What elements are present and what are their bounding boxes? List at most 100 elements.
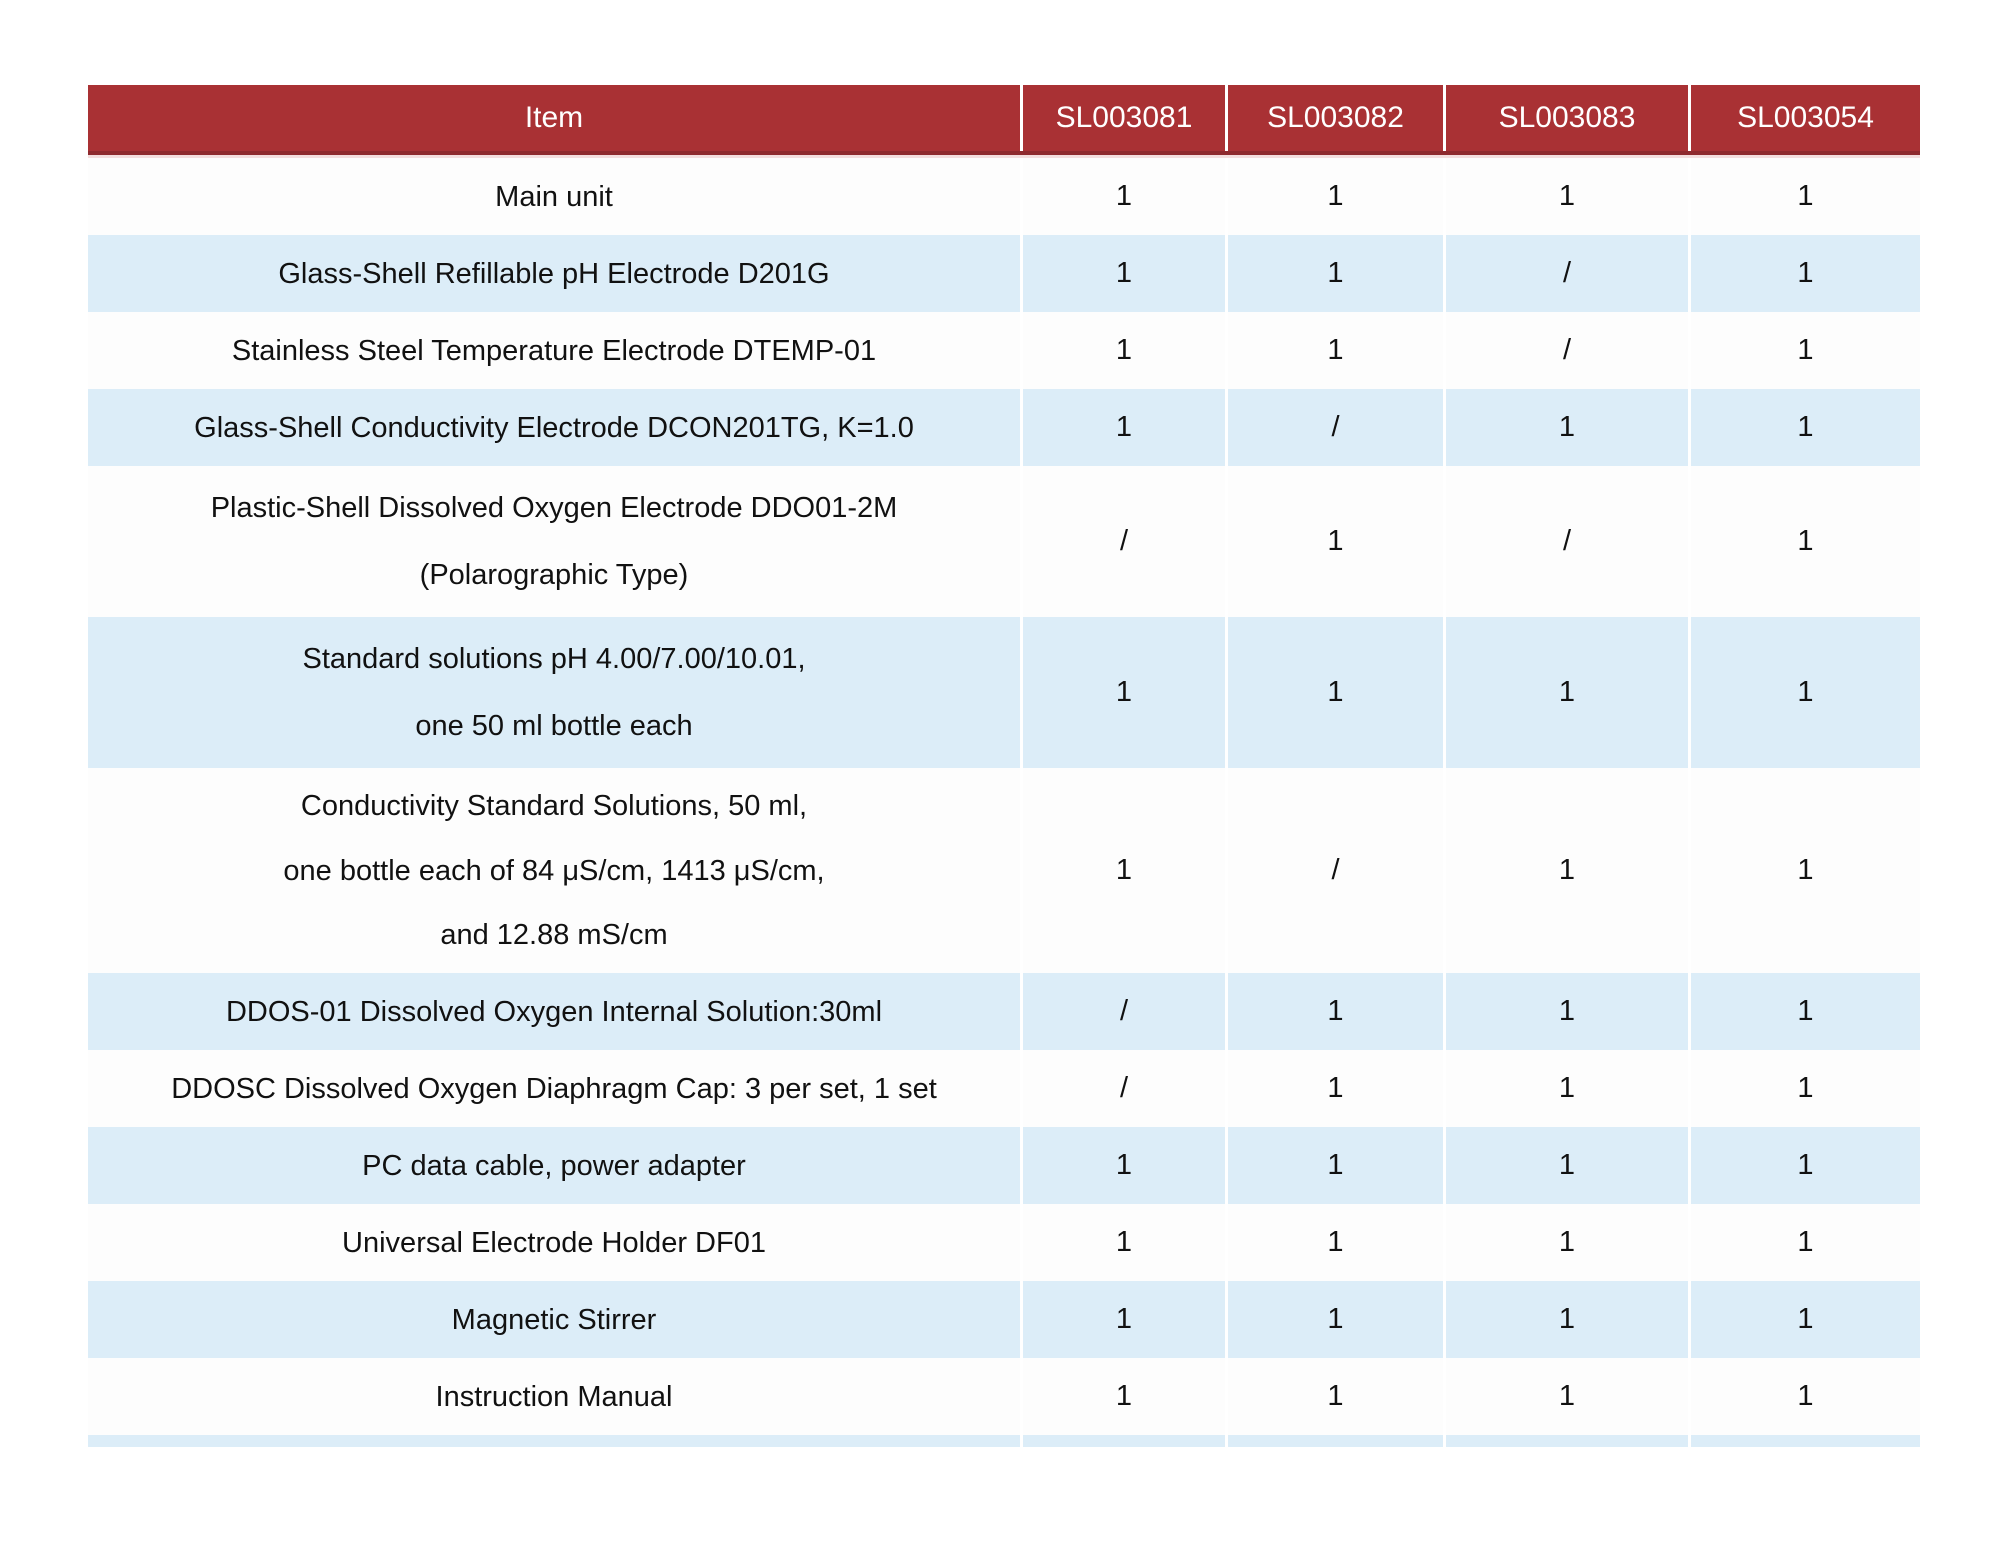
item-cell: Glass-Shell Conductivity Electrode DCON2… (88, 389, 1020, 466)
item-label-line: one bottle each of 84 μS/cm, 1413 μS/cm, (283, 854, 825, 887)
item-cell: Magnetic Stirrer (88, 1281, 1020, 1358)
quantity-cell: 1 (1443, 1281, 1688, 1358)
quantity-cell: 1 (1225, 158, 1443, 235)
item-label-line: Glass-Shell Conductivity Electrode DCON2… (194, 411, 914, 444)
product-spec-table: Item SL003081 SL003082 SL003083 SL003054… (88, 85, 1920, 1447)
quantity-cell: / (1020, 973, 1225, 1050)
item-label-line: one 50 ml bottle each (415, 710, 693, 743)
quantity-cell: 1 (1688, 1050, 1920, 1127)
item-cell: Instruction Manual (88, 1358, 1020, 1435)
quantity-cell: / (1225, 389, 1443, 466)
item-label-line: Main unit (495, 180, 613, 213)
table-row: Standard solutions pH 4.00/7.00/10.01, on… (88, 617, 1920, 768)
quantity-cell: 1 (1020, 389, 1225, 466)
item-label-line: DDOSC Dissolved Oxygen Diaphragm Cap: 3 … (171, 1072, 937, 1105)
quantity-cell (1443, 1435, 1688, 1447)
quantity-cell: 1 (1688, 1204, 1920, 1281)
quantity-cell: 1 (1225, 1281, 1443, 1358)
quantity-cell: 1 (1443, 768, 1688, 973)
quantity-cell: 1 (1225, 617, 1443, 768)
table-row: Stainless Steel Temperature Electrode DT… (88, 312, 1920, 389)
quantity-cell: / (1020, 466, 1225, 617)
item-cell: DDOS-01 Dissolved Oxygen Internal Soluti… (88, 973, 1020, 1050)
quantity-cell (1688, 1435, 1920, 1447)
quantity-cell: 1 (1225, 466, 1443, 617)
item-cell: Standard solutions pH 4.00/7.00/10.01, on… (88, 617, 1020, 768)
item-label-line: Stainless Steel Temperature Electrode DT… (231, 334, 877, 367)
item-cell: Main unit (88, 158, 1020, 235)
item-cell: Glass-Shell Refillable pH Electrode D201… (88, 235, 1020, 312)
item-label-line: Glass-Shell Refillable pH Electrode D201… (278, 257, 830, 290)
item-label-line: Instruction Manual (435, 1380, 673, 1413)
quantity-cell: 1 (1020, 158, 1225, 235)
quantity-cell: 1 (1020, 1204, 1225, 1281)
quantity-cell: 1 (1443, 1050, 1688, 1127)
table-row: Magnetic Stirrer 1 1 1 1 (88, 1281, 1920, 1358)
table-body: Main unit 1 1 1 1 Glass-Shell Refillable pH E… (88, 158, 1920, 1435)
quantity-cell: 1 (1688, 1127, 1920, 1204)
item-label-line: Magnetic Stirrer (451, 1303, 657, 1336)
item-label-line: Conductivity Standard Solutions, 50 ml, (300, 790, 808, 823)
quantity-cell: / (1443, 235, 1688, 312)
quantity-cell: 1 (1688, 466, 1920, 617)
quantity-cell: 1 (1020, 1281, 1225, 1358)
table-row: Glass-Shell Refillable pH Electrode D201… (88, 235, 1920, 312)
header-underline-divider (88, 155, 1920, 158)
table-row: PC data cable, power adapter 1 1 1 1 (88, 1127, 1920, 1204)
quantity-cell: 1 (1443, 158, 1688, 235)
quantity-cell: / (1443, 312, 1688, 389)
quantity-cell: 1 (1688, 1281, 1920, 1358)
quantity-cell: 1 (1443, 1358, 1688, 1435)
quantity-cell: 1 (1020, 768, 1225, 973)
quantity-cell: 1 (1443, 973, 1688, 1050)
column-header-item: Item (524, 101, 584, 134)
quantity-cell: 1 (1688, 158, 1920, 235)
item-label-line: PC data cable, power adapter (362, 1149, 746, 1182)
item-cell: DDOSC Dissolved Oxygen Diaphragm Cap: 3 … (88, 1050, 1020, 1127)
quantity-cell: 1 (1688, 312, 1920, 389)
quantity-cell: 1 (1443, 389, 1688, 466)
table-row: Glass-Shell Conductivity Electrode DCON2… (88, 389, 1920, 466)
quantity-cell: 1 (1225, 312, 1443, 389)
item-label-line: Plastic-Shell Dissolved Oxygen Electrode… (210, 491, 898, 524)
quantity-cell: 1 (1225, 1127, 1443, 1204)
quantity-cell: / (1225, 768, 1443, 973)
quantity-cell: / (1020, 1050, 1225, 1127)
quantity-cell: 1 (1443, 617, 1688, 768)
item-cell (88, 1435, 1020, 1447)
column-header-sl003083: SL003083 (1443, 85, 1688, 151)
column-header-sl003081: SL003081 (1020, 85, 1225, 151)
table-row: DDOSC Dissolved Oxygen Diaphragm Cap: 3 … (88, 1050, 1920, 1127)
item-label-line: DDOS-01 Dissolved Oxygen Internal Soluti… (225, 995, 883, 1028)
quantity-cell: 1 (1020, 312, 1225, 389)
table-row: Conductivity Standard Solutions, 50 ml, o… (88, 768, 1920, 973)
quantity-cell: 1 (1688, 617, 1920, 768)
quantity-cell: 1 (1688, 768, 1920, 973)
quantity-cell: 1 (1688, 1358, 1920, 1435)
item-cell: Universal Electrode Holder DF01 (88, 1204, 1020, 1281)
item-cell: Stainless Steel Temperature Electrode DT… (88, 312, 1020, 389)
quantity-cell: 1 (1225, 1204, 1443, 1281)
quantity-cell: 1 (1020, 1127, 1225, 1204)
quantity-cell: / (1443, 466, 1688, 617)
quantity-cell: 1 (1443, 1204, 1688, 1281)
table-row: Universal Electrode Holder DF01 1 1 1 1 (88, 1204, 1920, 1281)
quantity-cell: 1 (1443, 1127, 1688, 1204)
item-label-line: Standard solutions pH 4.00/7.00/10.01, (302, 642, 806, 675)
table-row: DDOS-01 Dissolved Oxygen Internal Soluti… (88, 973, 1920, 1050)
table-bottom-strip-row (88, 1435, 1920, 1447)
item-label-line: Universal Electrode Holder DF01 (342, 1226, 766, 1259)
quantity-cell: 1 (1225, 1358, 1443, 1435)
quantity-cell: 1 (1225, 235, 1443, 312)
table-row: Plastic-Shell Dissolved Oxygen Electrode… (88, 466, 1920, 617)
quantity-cell: 1 (1688, 973, 1920, 1050)
quantity-cell: 1 (1688, 389, 1920, 466)
quantity-cell (1225, 1435, 1443, 1447)
item-cell: PC data cable, power adapter (88, 1127, 1020, 1204)
quantity-cell: 1 (1688, 235, 1920, 312)
quantity-cell: 1 (1020, 235, 1225, 312)
table-row: Instruction Manual 1 1 1 1 (88, 1358, 1920, 1435)
item-cell: Conductivity Standard Solutions, 50 ml, o… (88, 768, 1020, 973)
item-cell: Plastic-Shell Dissolved Oxygen Electrode… (88, 466, 1020, 617)
table-row: Main unit 1 1 1 1 (88, 158, 1920, 235)
